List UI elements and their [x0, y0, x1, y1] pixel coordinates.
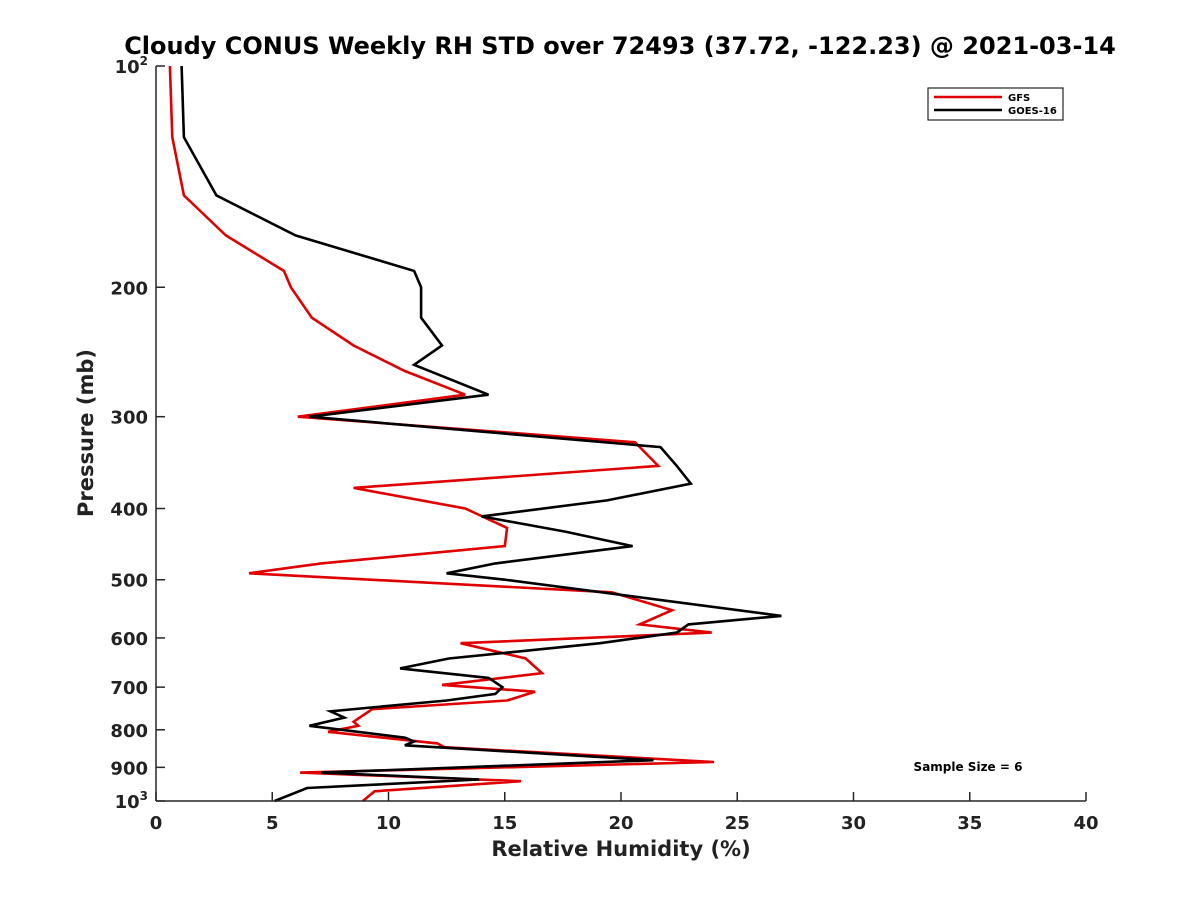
y-tick-label: 103 [115, 789, 148, 813]
x-tick-label: 30 [841, 813, 866, 834]
legend-label-goes16: GOES-16 [1008, 106, 1057, 117]
axes-layer [155, 66, 1086, 802]
y-axis-label: Pressure (mb) [74, 349, 98, 517]
series-line-gfs [168, 65, 715, 803]
y-tick-label: 300 [110, 408, 148, 429]
x-ticks: 0 5 10 15 20 25 30 35 40 [150, 792, 1099, 834]
sample-size-annotation: Sample Size = 6 [914, 760, 1023, 774]
y-tick-label: 800 [110, 721, 148, 742]
y-tick-label: 102 [115, 54, 148, 78]
x-tick-label: 25 [725, 813, 750, 834]
x-tick-label: 5 [266, 813, 279, 834]
legend-label-gfs: GFS [1008, 93, 1030, 104]
x-tick-label: 20 [608, 813, 633, 834]
legend-box [927, 87, 1064, 121]
series-layer [168, 65, 782, 803]
y-tick-label: 700 [110, 678, 148, 699]
y-ticks: 102 200 300 400 500 600 700 800 900 103 [110, 54, 165, 813]
x-tick-label: 35 [957, 813, 982, 834]
legend: GFS GOES-16 [927, 87, 1064, 121]
y-tick-label: 200 [110, 278, 148, 299]
x-axis-label: Relative Humidity (%) [491, 837, 750, 861]
x-tick-label: 40 [1073, 813, 1098, 834]
x-tick-label: 10 [376, 813, 401, 834]
y-tick-label: 900 [110, 758, 148, 779]
y-tick-label: 600 [110, 629, 148, 650]
chart-title: Cloudy CONUS Weekly RH STD over 72493 (3… [124, 32, 1116, 60]
x-tick-label: 0 [150, 813, 163, 834]
y-tick-label: 500 [110, 571, 148, 592]
x-tick-label: 15 [492, 813, 517, 834]
series-line-goes16 [180, 65, 782, 803]
y-tick-label: 400 [110, 500, 148, 521]
